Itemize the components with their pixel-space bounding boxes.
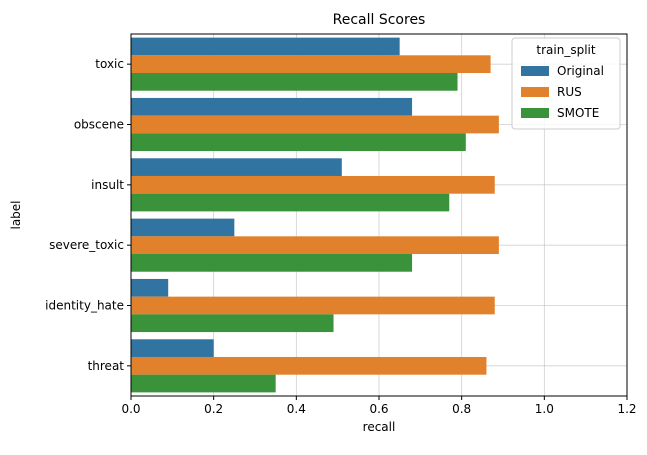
bar-original-identity-hate (131, 278, 169, 297)
bars (131, 37, 499, 393)
bar-smote-toxic (131, 73, 458, 91)
legend: train_split Original RUS SMOTE (511, 37, 621, 130)
chart-title: Recall Scores (333, 12, 426, 28)
x-tick-label: 1.2 (617, 402, 636, 416)
x-tick-label: 0.4 (287, 402, 306, 416)
x-tick-label: 0.6 (369, 402, 388, 416)
legend-swatch (521, 66, 549, 76)
bar-original-severe-toxic (131, 218, 235, 237)
bar-original-threat (131, 339, 214, 357)
legend-label: Original (557, 64, 604, 78)
bar-original-obscene (131, 97, 413, 116)
legend-label: SMOTE (557, 106, 599, 120)
bar-smote-insult (131, 193, 450, 212)
legend-swatch (521, 87, 549, 97)
y-axis-ticks: toxic obscene insult severe_toxic identity_h… (45, 57, 131, 373)
bar-smote-obscene (131, 133, 466, 152)
x-tick-label: 0.2 (204, 402, 223, 416)
legend-swatch (521, 108, 549, 118)
bar-rus-insult (131, 175, 495, 194)
legend-box (511, 37, 621, 130)
bar-smote-threat (131, 374, 276, 393)
bar-smote-severe-toxic (131, 254, 413, 272)
y-tick-label: toxic (95, 57, 124, 71)
bar-rus-severe-toxic (131, 236, 499, 255)
legend-items: Original RUS SMOTE (521, 64, 604, 120)
bar-smote-identity-hate (131, 314, 334, 333)
bar-original-toxic (131, 37, 400, 56)
x-axis-ticks: 0.0 0.2 0.4 0.6 0.8 1.0 1.2 (121, 396, 637, 416)
x-tick-label: 0.0 (121, 402, 140, 416)
legend-label: RUS (557, 85, 582, 99)
x-tick-label: 1.0 (535, 402, 554, 416)
y-tick-label: identity_hate (45, 299, 124, 313)
y-tick-label: severe_toxic (49, 238, 124, 252)
bar-rus-toxic (131, 55, 491, 74)
legend-title: train_split (536, 43, 595, 57)
bar-original-insult (131, 158, 342, 176)
y-tick-label: threat (88, 359, 125, 373)
bar-rus-obscene (131, 115, 499, 134)
y-axis-label: label (9, 200, 23, 229)
x-axis-label: recall (363, 420, 396, 434)
y-tick-label: insult (91, 178, 124, 192)
y-tick-label: obscene (74, 118, 124, 132)
bar-rus-identity-hate (131, 296, 495, 315)
bar-rus-threat (131, 356, 487, 375)
x-tick-label: 0.8 (452, 402, 471, 416)
